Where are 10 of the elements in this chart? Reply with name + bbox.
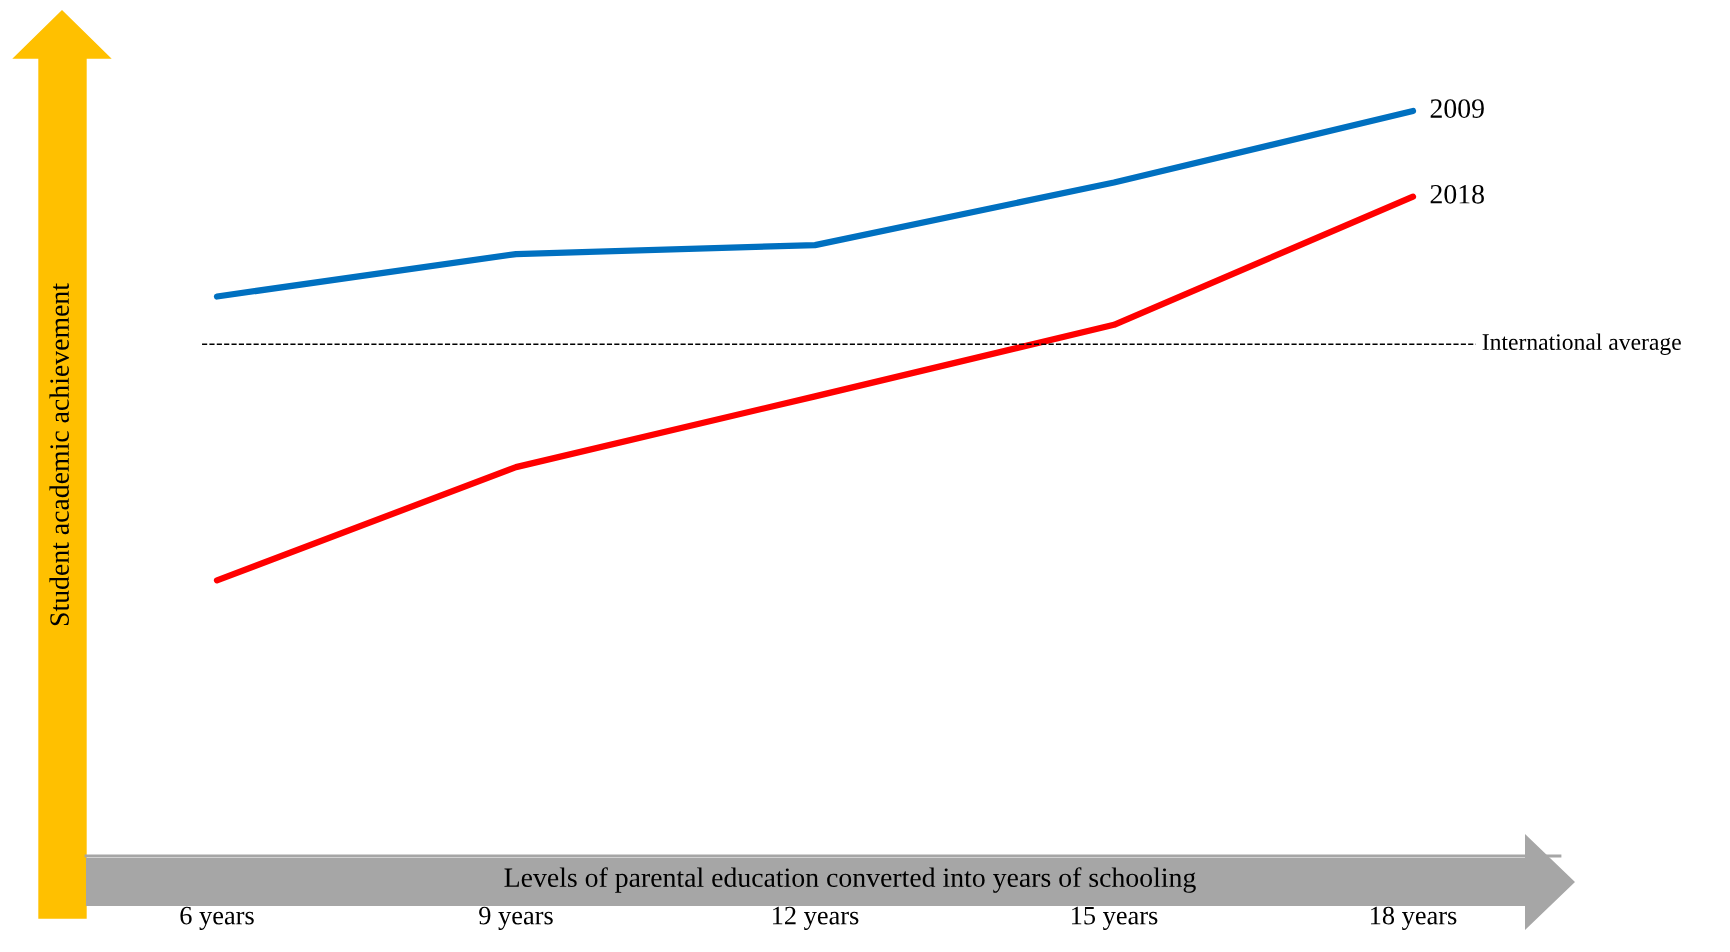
y-axis-title: Student academic achievement — [49, 283, 69, 626]
ref-line-label: International average — [1482, 333, 1681, 355]
x-tick-label: 15 years — [1071, 906, 1158, 930]
x-tick-label: 6 years — [180, 906, 254, 930]
series-label: 2018 — [1430, 184, 1484, 204]
x-tick-label: 9 years — [479, 906, 553, 930]
x-tick-label: 18 years — [1370, 906, 1457, 930]
x-tick-label: 12 years — [772, 906, 859, 930]
x-axis-title: Levels of parental education converted into years of schooling — [504, 867, 1196, 893]
series-label: 2009 — [1430, 99, 1484, 118]
